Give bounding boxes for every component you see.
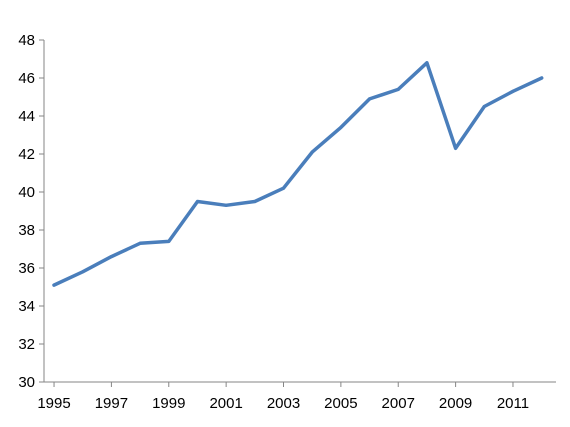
y-tick-label: 40 (18, 184, 35, 201)
data-point (195, 200, 199, 203)
x-tick-label: 1999 (152, 395, 185, 412)
y-tick-label: 32 (18, 336, 35, 353)
y-tick-label: 36 (18, 260, 35, 277)
data-point (454, 146, 458, 150)
data-point (109, 255, 113, 259)
x-tick-label: 2003 (267, 395, 300, 412)
y-tick-label: 44 (18, 108, 35, 125)
axes (43, 40, 556, 383)
data-point (138, 241, 142, 245)
x-tick-label: 1997 (95, 395, 128, 412)
y-tick-label: 46 (18, 70, 35, 87)
series-line (52, 61, 544, 287)
data-point (52, 283, 56, 287)
data-point (224, 203, 228, 207)
x-axis-ticks: 1995 1997 1999 2001 2003 2005 2007 2009 2011 (37, 382, 529, 412)
data-point (282, 186, 286, 190)
x-tick-label: 1995 (37, 395, 70, 412)
y-tick-label: 30 (18, 374, 35, 391)
y-tick-label: 34 (18, 298, 35, 315)
data-point (482, 105, 486, 108)
x-tick-label: 2005 (324, 395, 357, 412)
data-point (253, 200, 257, 203)
x-tick-label: 2007 (382, 395, 415, 412)
data-point (368, 97, 372, 101)
series-layer (52, 61, 544, 287)
y-tick-label: 48 (18, 32, 35, 49)
y-axis-ticks: 30 32 34 36 38 40 42 44 46 48 (18, 32, 44, 391)
data-point (425, 61, 429, 65)
data-point (310, 150, 314, 154)
y-tick-label: 38 (18, 222, 35, 239)
data-point (396, 87, 400, 91)
x-tick-label: 2009 (439, 395, 472, 412)
data-point (339, 125, 343, 129)
y-tick-label: 42 (18, 146, 35, 163)
data-point (167, 239, 171, 243)
x-tick-label: 2011 (497, 395, 529, 412)
data-point (511, 89, 515, 93)
x-tick-label: 2001 (209, 395, 242, 412)
data-point (81, 270, 85, 274)
data-point (540, 76, 544, 80)
